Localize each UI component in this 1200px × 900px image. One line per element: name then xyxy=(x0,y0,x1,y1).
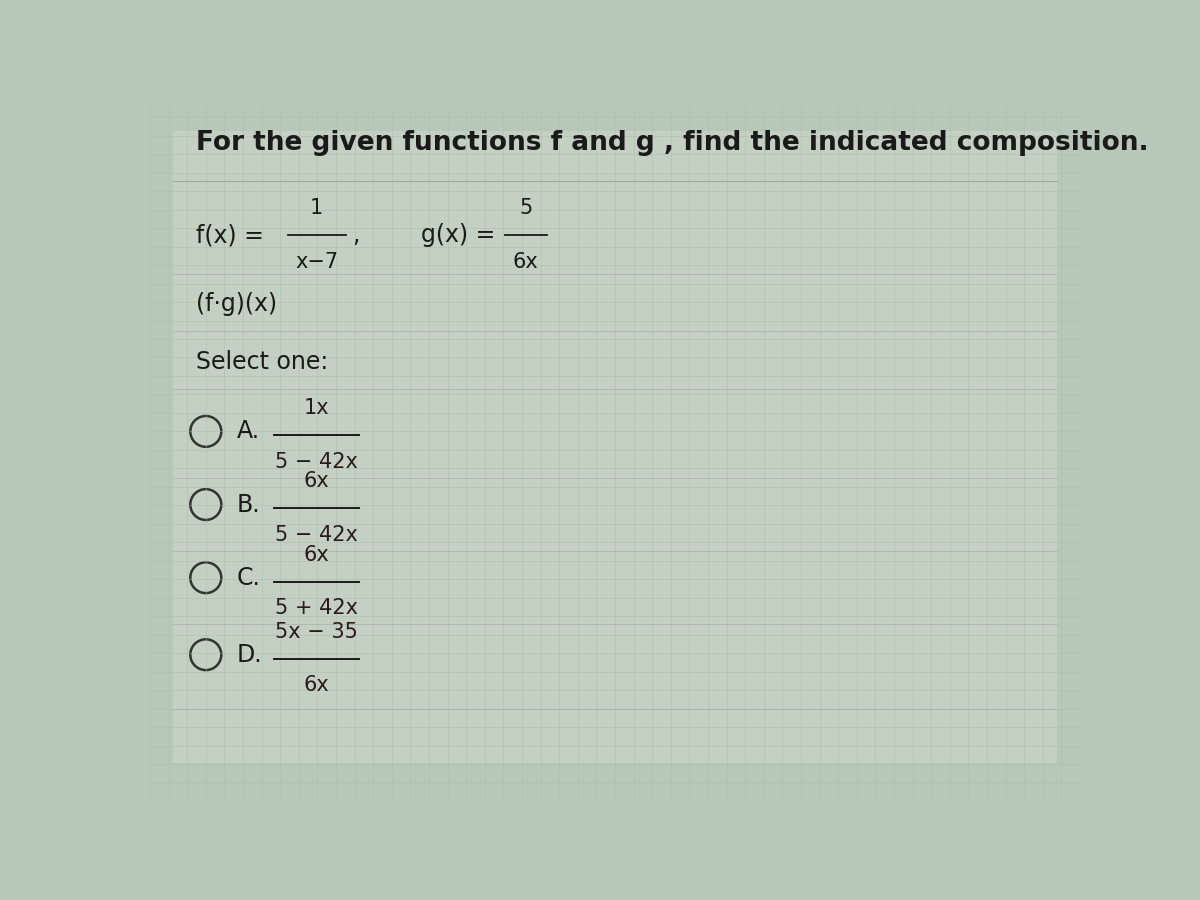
Text: f(x) =: f(x) = xyxy=(197,223,272,248)
Text: g(x) =: g(x) = xyxy=(421,223,503,248)
Text: For the given functions f and g , find the indicated composition.: For the given functions f and g , find t… xyxy=(197,130,1150,156)
Text: 6x: 6x xyxy=(304,472,330,491)
Text: 6x: 6x xyxy=(304,544,330,564)
Text: A.: A. xyxy=(236,419,260,444)
Text: C.: C. xyxy=(236,566,260,590)
Text: B.: B. xyxy=(236,492,260,517)
Text: 6x: 6x xyxy=(514,252,539,272)
Text: 5 − 42x: 5 − 42x xyxy=(275,526,358,545)
Text: 5x − 35: 5x − 35 xyxy=(275,622,358,642)
Text: ,: , xyxy=(352,223,359,248)
Text: D.: D. xyxy=(236,643,263,667)
Text: 6x: 6x xyxy=(304,676,330,696)
Text: 5 + 42x: 5 + 42x xyxy=(275,598,358,618)
Text: x−7: x−7 xyxy=(295,252,338,272)
Text: 1: 1 xyxy=(310,198,323,218)
Text: Select one:: Select one: xyxy=(197,350,329,374)
Text: 1x: 1x xyxy=(304,399,330,418)
Text: (f·g)(x): (f·g)(x) xyxy=(197,292,277,317)
FancyBboxPatch shape xyxy=(173,131,1057,762)
Text: 5 − 42x: 5 − 42x xyxy=(275,452,358,472)
Text: 5: 5 xyxy=(520,198,533,218)
